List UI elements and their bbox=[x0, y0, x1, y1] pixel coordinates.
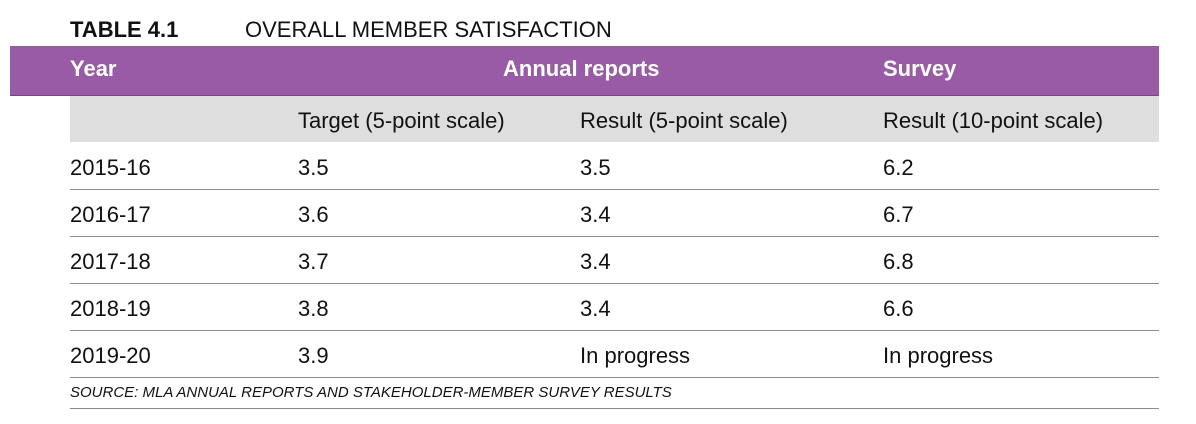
cell-result-10: In progress bbox=[883, 343, 994, 368]
cell-result-10: 6.6 bbox=[883, 296, 914, 321]
cell-year: 2016-17 bbox=[70, 202, 151, 227]
header-year: Year bbox=[70, 56, 117, 81]
subheader-result-10: Result (10-point scale) bbox=[883, 108, 1104, 133]
cell-year: 2017-18 bbox=[70, 249, 151, 274]
table-row: 2017-18 3.7 3.4 6.8 bbox=[70, 237, 1159, 284]
cell-year: 2015-16 bbox=[70, 155, 151, 180]
cell-year: 2019-20 bbox=[70, 343, 151, 368]
subheader-result-5: Result (5-point scale) bbox=[580, 108, 788, 133]
cell-result-5: 3.4 bbox=[580, 249, 611, 274]
cell-target: 3.8 bbox=[298, 296, 329, 321]
table-header-band: Year Annual reports Survey bbox=[10, 46, 1159, 96]
table-subheader: Target (5-point scale) Result (5-point s… bbox=[70, 96, 1159, 142]
table-row: 2018-19 3.8 3.4 6.6 bbox=[70, 284, 1159, 331]
cell-target: 3.7 bbox=[298, 249, 329, 274]
table-row: 2019-20 3.9 In progress In progress bbox=[70, 331, 1159, 378]
cell-result-5: In progress bbox=[580, 343, 691, 368]
cell-result-10: 6.7 bbox=[883, 202, 914, 227]
header-annual-reports: Annual reports bbox=[503, 56, 660, 81]
cell-target: 3.5 bbox=[298, 155, 329, 180]
table-number: TABLE 4.1 bbox=[70, 17, 179, 42]
cell-result-5: 3.4 bbox=[580, 202, 611, 227]
cell-year: 2018-19 bbox=[70, 296, 151, 321]
cell-result-10: 6.2 bbox=[883, 155, 914, 180]
table-title: OVERALL MEMBER SATISFACTION bbox=[245, 17, 612, 42]
table-caption: TABLE 4.1 OVERALL MEMBER SATISFACTION bbox=[70, 17, 612, 43]
cell-result-5: 3.5 bbox=[580, 155, 611, 180]
cell-target: 3.9 bbox=[298, 343, 329, 368]
bottom-divider bbox=[70, 408, 1159, 409]
cell-result-10: 6.8 bbox=[883, 249, 914, 274]
subheader-target: Target (5-point scale) bbox=[298, 108, 505, 133]
header-survey: Survey bbox=[883, 56, 957, 81]
table-row: 2016-17 3.6 3.4 6.7 bbox=[70, 190, 1159, 237]
cell-target: 3.6 bbox=[298, 202, 329, 227]
cell-result-5: 3.4 bbox=[580, 296, 611, 321]
table-row: 2015-16 3.5 3.5 6.2 bbox=[70, 143, 1159, 190]
table-source-note: SOURCE: MLA ANNUAL REPORTS AND STAKEHOLD… bbox=[70, 384, 672, 401]
